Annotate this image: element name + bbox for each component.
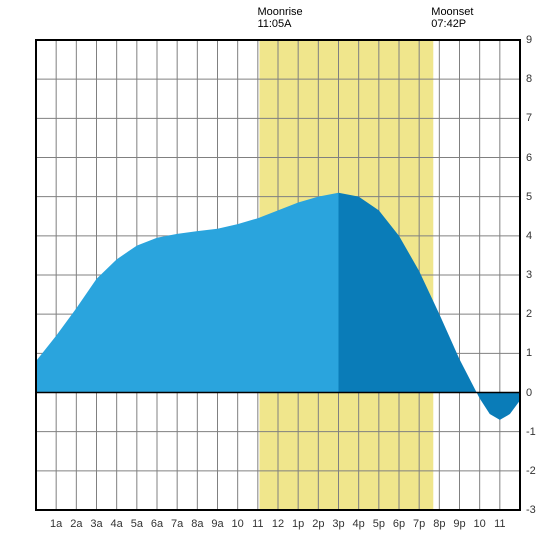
x-tick: 2a — [70, 518, 82, 530]
y-tick: 6 — [526, 152, 532, 164]
x-tick: 6a — [151, 518, 163, 530]
x-tick: 10 — [232, 518, 244, 530]
x-tick: 12 — [272, 518, 284, 530]
moonset-label: Moonset — [431, 6, 473, 18]
x-tick: 9p — [453, 518, 465, 530]
x-tick: 2p — [312, 518, 324, 530]
x-tick: 8a — [191, 518, 203, 530]
y-tick: 7 — [526, 112, 532, 124]
y-tick: -1 — [526, 426, 536, 438]
moonrise-label: Moonrise — [257, 6, 302, 18]
x-tick: 1a — [50, 518, 62, 530]
x-tick: 7a — [171, 518, 183, 530]
moonrise-time: 11:05A — [257, 18, 302, 30]
moonrise-annotation: Moonrise 11:05A — [257, 6, 302, 30]
y-tick: 8 — [526, 73, 532, 85]
x-tick: 6p — [393, 518, 405, 530]
y-tick: -2 — [526, 465, 536, 477]
x-tick: 5a — [131, 518, 143, 530]
chart-svg — [0, 0, 550, 550]
moonset-annotation: Moonset 07:42P — [431, 6, 473, 30]
x-tick: 8p — [433, 518, 445, 530]
y-tick: 4 — [526, 230, 532, 242]
x-tick: 11 — [252, 518, 263, 530]
y-tick: 2 — [526, 308, 532, 320]
y-tick: 3 — [526, 269, 532, 281]
y-tick: -3 — [526, 504, 536, 516]
y-tick: 5 — [526, 191, 532, 203]
y-tick: 9 — [526, 34, 532, 46]
x-tick: 4a — [111, 518, 123, 530]
x-tick: 3a — [90, 518, 102, 530]
x-tick: 4p — [353, 518, 365, 530]
x-tick: 11 — [494, 518, 505, 530]
x-tick: 10 — [474, 518, 486, 530]
y-tick: 0 — [526, 387, 532, 399]
x-tick: 5p — [373, 518, 385, 530]
x-tick: 3p — [332, 518, 344, 530]
x-tick: 7p — [413, 518, 425, 530]
x-tick: 9a — [211, 518, 223, 530]
moonset-time: 07:42P — [431, 18, 473, 30]
y-tick: 1 — [526, 347, 532, 359]
tide-chart: Moonrise 11:05A Moonset 07:42P 9 8 7 6 5 4 3 2 1… — [0, 0, 550, 550]
x-tick: 1p — [292, 518, 304, 530]
